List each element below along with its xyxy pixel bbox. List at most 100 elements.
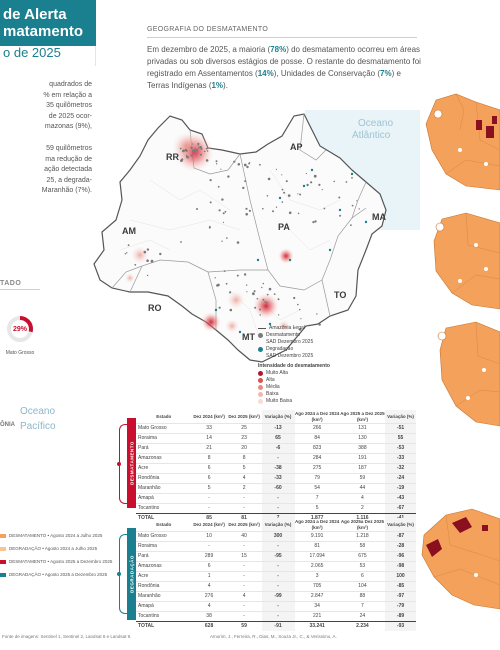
- deforestation-dot: [256, 297, 259, 300]
- pct-uc: 7%: [380, 69, 392, 78]
- deforestation-dot: [350, 224, 352, 226]
- degr-cell: -: [226, 561, 262, 572]
- hotspot: [131, 246, 149, 264]
- desm-cell: Acre: [136, 463, 192, 474]
- desm-row: Rondônia 6 4 -33 79 59 -24: [136, 473, 416, 484]
- legend-dot: [258, 392, 263, 397]
- title-line-2: matamento: [3, 23, 84, 40]
- ocean-pacific-line: Pacífico: [20, 421, 56, 432]
- degr-cell: 9.191: [294, 531, 340, 542]
- deforestation-dot: [159, 252, 162, 256]
- deforestation-dot: [217, 185, 220, 188]
- legend-swatch: [0, 572, 6, 577]
- title-line-3: o de 2025: [3, 45, 61, 60]
- degr-row: Maranhão 276 4 -99 2.847 88 -97: [136, 591, 416, 602]
- desm-cell: 6: [191, 463, 227, 474]
- degr-cell: Amazonas: [136, 561, 192, 572]
- desm-cell: -53: [385, 443, 416, 454]
- deforestation-dot: [299, 193, 302, 196]
- desm-cell: -32: [385, 463, 416, 474]
- degr-row: Mato Grosso 10 40 300 9.191 1.218 -87: [136, 531, 416, 542]
- degr-cell: 38: [191, 611, 227, 622]
- degr-row: Roraima - - -81 58 -28: [136, 541, 416, 552]
- degr-cell: 10: [191, 531, 227, 542]
- desm-cell: -33: [385, 453, 416, 464]
- desm-cell: 2: [339, 503, 386, 514]
- deforestation-dot: [248, 209, 251, 212]
- donut-percent: 29%: [13, 326, 28, 333]
- degr-cell: 40: [226, 531, 262, 542]
- intro-line: 59 quilômetros: [46, 145, 92, 152]
- degr-cell: -: [261, 611, 295, 622]
- legend-dot: [258, 371, 263, 376]
- deforestation-dot: [246, 291, 248, 293]
- desm-cell: 187: [339, 463, 386, 474]
- desm-cell: Pará: [136, 443, 192, 454]
- degr-cell: -96: [385, 551, 416, 562]
- deforestation-dot: [300, 318, 302, 320]
- deforestation-dot: [195, 148, 199, 152]
- degr-cell: Mato Grosso: [136, 531, 192, 542]
- deforestation-dot: [265, 301, 268, 304]
- intro-line: mazonas (9%),: [44, 123, 92, 130]
- state-label-rr: RR: [166, 152, 179, 162]
- intro-line: ma redução de: [45, 155, 92, 163]
- degr-cell: -97: [385, 591, 416, 602]
- hotspot: [172, 132, 200, 160]
- deforestation-dot: [146, 248, 150, 251]
- legend-swatch: [0, 546, 6, 551]
- degradation-dot: [256, 258, 260, 262]
- deforestation-dot: [190, 154, 193, 157]
- deforestation-dot: [267, 177, 271, 181]
- deforestation-dot: [356, 200, 358, 202]
- state-label-ro: RO: [148, 303, 162, 313]
- degr-header: Ago 2025a Dez 2025 (km²): [340, 519, 384, 530]
- desm-total-cell: 85: [191, 513, 227, 523]
- pct-ti: 1%: [211, 81, 224, 90]
- intro-line: 25, a degrada-: [46, 176, 92, 184]
- desm-cell: 55: [385, 433, 416, 444]
- deforestation-dot: [150, 259, 154, 263]
- desm-cell: 25: [226, 423, 262, 434]
- degr-cell: 6: [339, 571, 386, 582]
- degr-row: Amapá 4- -34 7 -79: [136, 601, 416, 612]
- deforestation-dot: [245, 207, 248, 210]
- degr-row: Pará 289 15 -95 17.094 675 -96: [136, 551, 416, 562]
- deforestation-dot: [222, 212, 225, 215]
- deforestation-dot: [268, 287, 272, 291]
- degr-cell: -28: [385, 541, 416, 552]
- desm-total-cell: 1.877: [294, 513, 340, 523]
- deforestation-dot: [208, 226, 211, 229]
- deforestation-dot: [206, 150, 209, 152]
- deforestation-dot: [198, 147, 200, 149]
- desm-cell: -: [226, 493, 262, 504]
- desm-cell: -51: [385, 423, 416, 434]
- hotspot: [278, 320, 290, 332]
- degr-side-label: DEGRADAÇÃO: [129, 555, 134, 593]
- deforestation-dot: [124, 253, 127, 255]
- desm-cell: -: [261, 493, 295, 504]
- intro-paragraph-1: quadrados de % em relação a 35 quilômetr…: [0, 80, 92, 133]
- desm-cell: 59: [339, 473, 386, 484]
- desm-cell: -38: [261, 463, 295, 474]
- deforestation-dot: [221, 198, 224, 201]
- desm-header: Ago 2025 a Dez 2025 (km²): [340, 411, 385, 422]
- side-legend-item: DESMATAMENTO • Agosto 2025 a Dezembro 20…: [0, 559, 112, 564]
- desm-cell: 21: [191, 443, 227, 454]
- geo-paragraph: Em dezembro de 2025, a maioria (78%) do …: [147, 45, 421, 90]
- desm-row: Pará 21 20 -6 823 388 -53: [136, 443, 416, 454]
- deforestation-dot: [281, 174, 283, 176]
- degr-cell: -: [226, 541, 262, 552]
- deforestation-dot: [245, 284, 248, 286]
- deforestation-dot: [338, 196, 341, 199]
- degr-cell: -: [261, 581, 295, 592]
- state-label-am: AM: [122, 226, 136, 236]
- deforestation-dot: [261, 286, 263, 289]
- deforestation-dot: [297, 193, 299, 195]
- state-label-pa: PA: [278, 222, 290, 232]
- deforestation-dot: [306, 183, 309, 187]
- deforestation-dots: [124, 142, 368, 334]
- deforestation-dot: [229, 291, 232, 294]
- degr-cell: 300: [261, 531, 295, 542]
- desm-cell: 8: [226, 453, 262, 464]
